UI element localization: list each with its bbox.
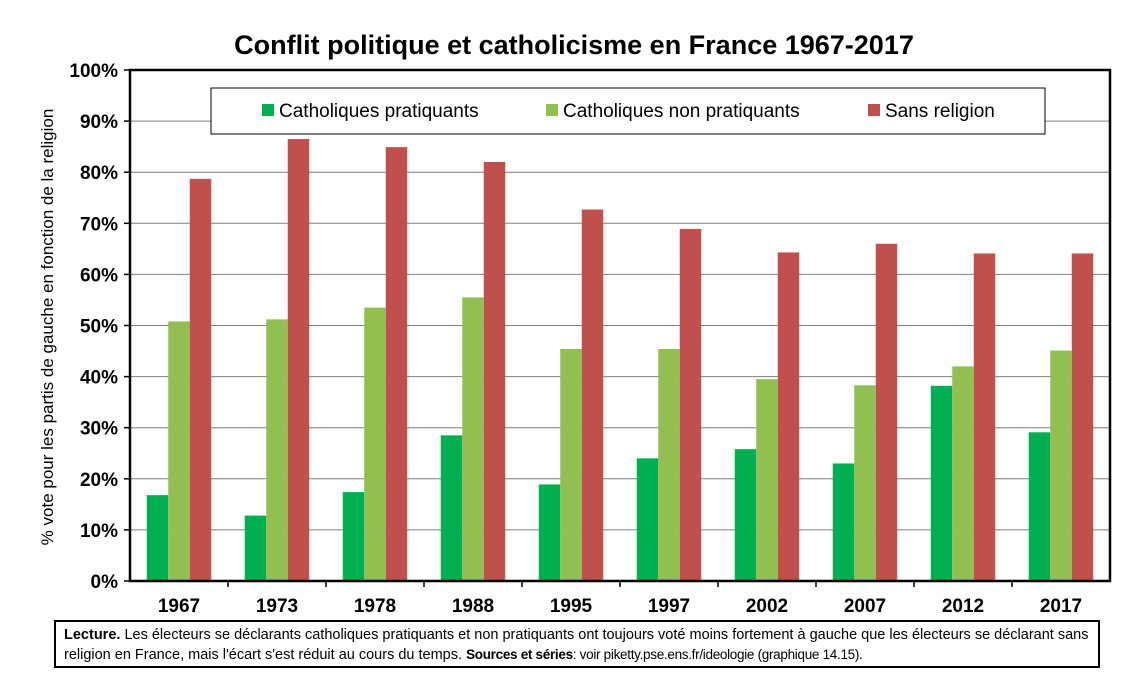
y-tick-label: 50% xyxy=(80,317,118,338)
x-tick-label: 1995 xyxy=(550,596,593,617)
reading-note: Lecture. Les électeurs se déclarants cat… xyxy=(54,620,1100,668)
legend-box xyxy=(210,87,1046,135)
x-tick-label: 2017 xyxy=(1040,596,1082,617)
bar-catholiques-non-pratiquants-2007 xyxy=(854,385,876,581)
legend-label: Catholiques pratiquants xyxy=(279,101,479,122)
bar-catholiques-non-pratiquants-2017 xyxy=(1050,350,1072,581)
chart-title: Conflit politique et catholicisme en Fra… xyxy=(234,30,914,60)
legend-swatch xyxy=(868,104,880,116)
y-tick-label: 80% xyxy=(80,163,118,184)
bar-sans-religion-1997 xyxy=(679,228,702,581)
sources-label: Sources et séries xyxy=(466,647,573,662)
bar-catholiques-pratiquants-2012 xyxy=(930,385,953,581)
bar-catholiques-pratiquants-2002 xyxy=(734,449,757,581)
y-tick-label: 30% xyxy=(80,419,118,440)
bar-catholiques-pratiquants-2017 xyxy=(1028,432,1051,581)
bar-catholiques-non-pratiquants-1967 xyxy=(168,321,190,581)
sources-text: : voir piketty.pse.ens.fr/ideologie (gra… xyxy=(572,647,863,662)
legend: Catholiques pratiquants Catholiques non p… xyxy=(210,87,1046,135)
legend-swatch xyxy=(546,104,558,116)
legend-swatch xyxy=(262,104,274,116)
x-tick-label: 2012 xyxy=(942,596,984,617)
legend-label: Sans religion xyxy=(885,101,995,122)
x-tick-label: 1973 xyxy=(256,596,298,617)
y-tick-label: 100% xyxy=(69,61,118,82)
lecture-label: Lecture. xyxy=(64,627,121,643)
x-tick-label: 1997 xyxy=(648,596,690,617)
bar-sans-religion-1967 xyxy=(189,178,212,581)
bar-sans-religion-2012 xyxy=(973,253,996,581)
bar-sans-religion-1988 xyxy=(483,161,506,582)
bar-catholiques-non-pratiquants-2002 xyxy=(756,379,778,581)
legend-label: Catholiques non pratiquants xyxy=(563,101,800,122)
bar-sans-religion-1978 xyxy=(385,147,408,581)
y-tick-label: 20% xyxy=(80,470,118,491)
bar-catholiques-pratiquants-1988 xyxy=(440,435,463,581)
bar-catholiques-non-pratiquants-1978 xyxy=(364,307,386,581)
bar-catholiques-pratiquants-1995 xyxy=(538,484,561,581)
y-tick-label: 10% xyxy=(80,521,118,542)
y-tick-label: 70% xyxy=(80,214,118,235)
y-tick-label: 90% xyxy=(80,112,118,133)
bar-sans-religion-1995 xyxy=(581,209,604,582)
bars xyxy=(146,138,1094,582)
x-tick-label: 1967 xyxy=(158,596,200,617)
bar-catholiques-pratiquants-2007 xyxy=(832,463,855,581)
y-tick-label: 0% xyxy=(91,572,119,593)
bar-catholiques-non-pratiquants-1973 xyxy=(266,319,288,581)
bar-sans-religion-2002 xyxy=(777,252,800,581)
bar-catholiques-non-pratiquants-1995 xyxy=(560,349,582,581)
y-tick-label: 40% xyxy=(80,368,118,389)
lecture-text: Les électeurs se déclarants catholiques … xyxy=(64,627,1089,663)
x-tick-label: 2002 xyxy=(746,596,788,617)
y-tick-label: 60% xyxy=(80,265,118,286)
y-axis-ticks: 0% 10% 20% 30% 40% 50% 60% 70% 80% 90% 100% xyxy=(69,61,130,593)
bar-catholiques-pratiquants-1967 xyxy=(146,495,169,581)
bar-sans-religion-2007 xyxy=(875,243,898,582)
bar-sans-religion-1973 xyxy=(287,138,310,582)
x-tick-label: 1978 xyxy=(354,596,396,617)
bar-catholiques-pratiquants-1973 xyxy=(244,515,267,581)
x-tick-label: 2007 xyxy=(844,596,886,617)
bar-catholiques-non-pratiquants-1997 xyxy=(658,349,680,581)
y-axis-label: % vote pour les partis de gauche en fonc… xyxy=(38,109,57,546)
bar-sans-religion-2017 xyxy=(1071,253,1094,581)
bar-catholiques-non-pratiquants-1988 xyxy=(462,297,484,581)
bar-catholiques-pratiquants-1997 xyxy=(636,458,659,581)
x-axis-ticks: 1967 1973 1978 1988 1995 1997 2002 2007 2012 2017 xyxy=(158,581,1082,617)
bar-catholiques-pratiquants-1978 xyxy=(342,492,365,581)
x-tick-label: 1988 xyxy=(452,596,494,617)
bar-catholiques-non-pratiquants-2012 xyxy=(952,366,974,581)
